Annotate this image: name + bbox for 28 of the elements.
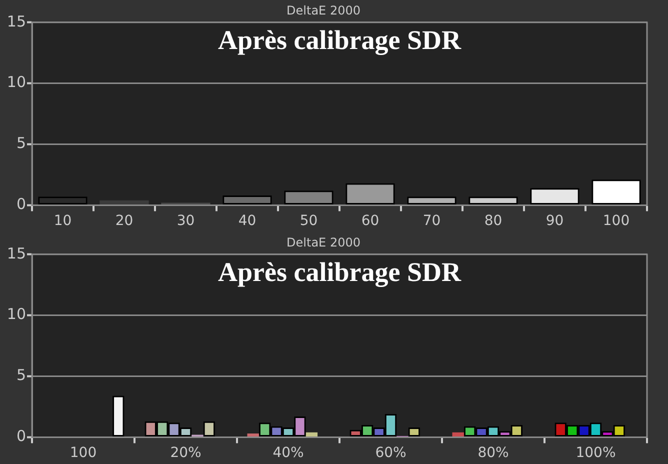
y-tick-label: 10 bbox=[6, 73, 26, 92]
y-tick-label: 5 bbox=[16, 366, 26, 384]
x-tick-label: 50 bbox=[300, 213, 318, 230]
x-tick-label: 20% bbox=[170, 445, 202, 462]
x-tick-label: 60% bbox=[375, 445, 406, 462]
chart-title: DeltaE 2000 bbox=[286, 235, 360, 250]
x-tick-label: 70 bbox=[422, 213, 441, 230]
y-tick-label: 15 bbox=[6, 244, 26, 262]
x-tick-label: 20 bbox=[115, 213, 134, 230]
x-tick-label: 60 bbox=[361, 213, 380, 230]
y-tick-label: 10 bbox=[6, 305, 26, 324]
y-tick-label: 0 bbox=[16, 195, 26, 214]
y-tick-label: 15 bbox=[6, 12, 26, 30]
x-tick-label: 100% bbox=[576, 445, 616, 462]
x-tick-label: 90 bbox=[546, 213, 564, 230]
y-tick-label: 0 bbox=[16, 427, 26, 446]
x-tick-label: 40 bbox=[238, 213, 256, 230]
annotation: Après calibrage SDR bbox=[218, 256, 462, 287]
y-tick-label: 5 bbox=[16, 134, 26, 152]
annotation: Après calibrage SDR bbox=[218, 24, 462, 55]
x-tick-label: 10 bbox=[54, 213, 72, 230]
x-tick-label: 30 bbox=[176, 213, 195, 230]
chart-title: DeltaE 2000 bbox=[286, 3, 360, 18]
x-tick-label: 40% bbox=[272, 445, 304, 462]
x-tick-label: 100 bbox=[602, 213, 630, 230]
x-tick-label: 100 bbox=[70, 445, 97, 462]
x-tick-label: 80 bbox=[484, 213, 502, 230]
x-tick-label: 80% bbox=[478, 445, 509, 462]
